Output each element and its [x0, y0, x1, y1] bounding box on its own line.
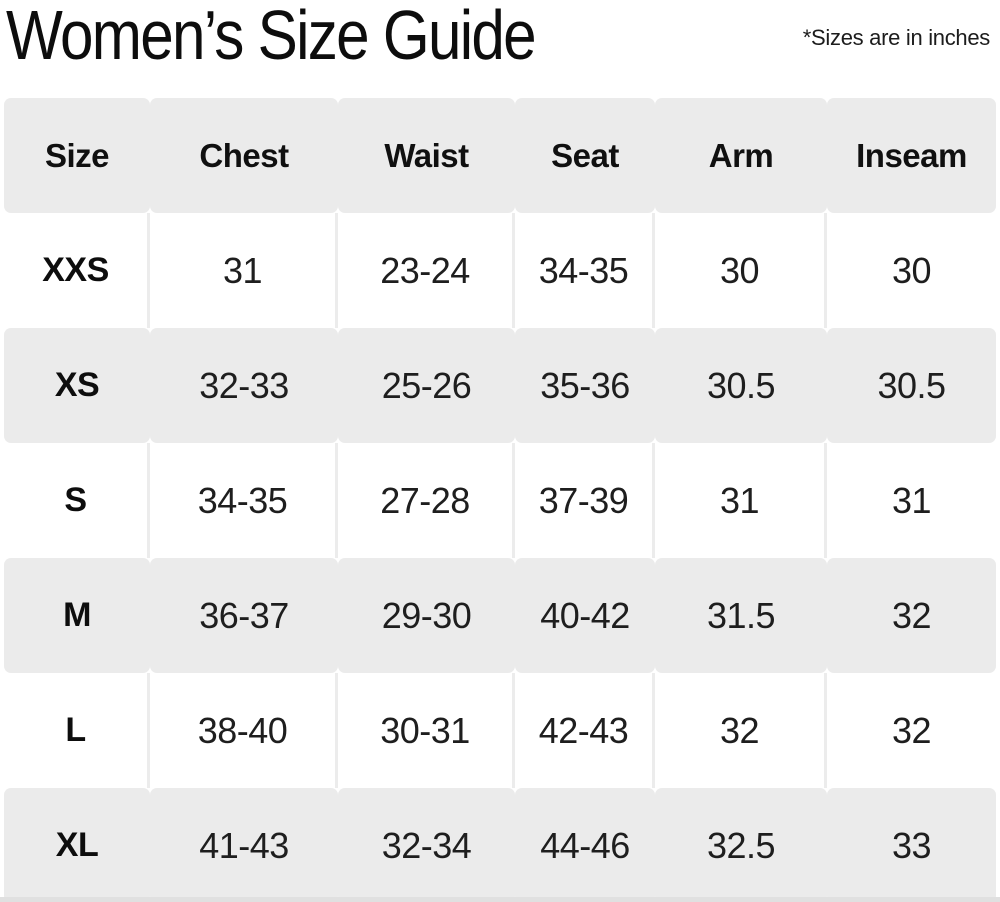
column-header-arm: Arm [655, 98, 827, 213]
inseam-cell: 30.5 [827, 328, 996, 443]
table-header-row: Size Chest Waist Seat Arm Inseam [4, 98, 996, 213]
waist-cell: 27-28 [338, 443, 515, 558]
table-row-xxs: XXS 31 23-24 34-35 30 30 [4, 213, 996, 328]
arm-cell: 32.5 [655, 788, 827, 902]
waist-cell: 29-30 [338, 558, 515, 673]
chest-cell: 31 [150, 213, 338, 328]
size-cell: XS [4, 328, 150, 443]
table-row-xs: XS 32-33 25-26 35-36 30.5 30.5 [4, 328, 996, 443]
inseam-cell: 33 [827, 788, 996, 902]
inseam-cell: 30 [827, 213, 996, 328]
inseam-cell: 32 [827, 673, 996, 788]
seat-cell: 40-42 [515, 558, 655, 673]
size-guide-table: Size Chest Waist Seat Arm Inseam XXS 31 … [4, 98, 996, 902]
chest-cell: 41-43 [150, 788, 338, 902]
arm-cell: 30 [655, 213, 827, 328]
column-header-chest: Chest [150, 98, 338, 213]
page-header: Women’s Size Guide *Sizes are in inches [0, 0, 1000, 98]
seat-cell: 37-39 [515, 443, 655, 558]
column-header-waist: Waist [338, 98, 515, 213]
arm-cell: 31 [655, 443, 827, 558]
arm-cell: 31.5 [655, 558, 827, 673]
size-cell: M [4, 558, 150, 673]
table-row-s: S 34-35 27-28 37-39 31 31 [4, 443, 996, 558]
waist-cell: 32-34 [338, 788, 515, 902]
waist-cell: 30-31 [338, 673, 515, 788]
table-row-m: M 36-37 29-30 40-42 31.5 32 [4, 558, 996, 673]
units-note: *Sizes are in inches [802, 25, 991, 50]
size-cell: XXS [4, 213, 150, 328]
seat-cell: 42-43 [515, 673, 655, 788]
size-cell: XL [4, 788, 150, 902]
chest-cell: 38-40 [150, 673, 338, 788]
arm-cell: 30.5 [655, 328, 827, 443]
seat-cell: 34-35 [515, 213, 655, 328]
waist-cell: 25-26 [338, 328, 515, 443]
bottom-divider [0, 897, 1000, 902]
inseam-cell: 31 [827, 443, 996, 558]
table-row-l: L 38-40 30-31 42-43 32 32 [4, 673, 996, 788]
size-cell: L [4, 673, 150, 788]
arm-cell: 32 [655, 673, 827, 788]
seat-cell: 44-46 [515, 788, 655, 902]
page-title: Women’s Size Guide [6, 0, 537, 74]
size-cell: S [4, 443, 150, 558]
chest-cell: 32-33 [150, 328, 338, 443]
inseam-cell: 32 [827, 558, 996, 673]
chest-cell: 36-37 [150, 558, 338, 673]
table-row-xl: XL 41-43 32-34 44-46 32.5 33 [4, 788, 996, 902]
column-header-seat: Seat [515, 98, 655, 213]
column-header-size: Size [4, 98, 150, 213]
chest-cell: 34-35 [150, 443, 338, 558]
column-header-inseam: Inseam [827, 98, 996, 213]
waist-cell: 23-24 [338, 213, 515, 328]
seat-cell: 35-36 [515, 328, 655, 443]
